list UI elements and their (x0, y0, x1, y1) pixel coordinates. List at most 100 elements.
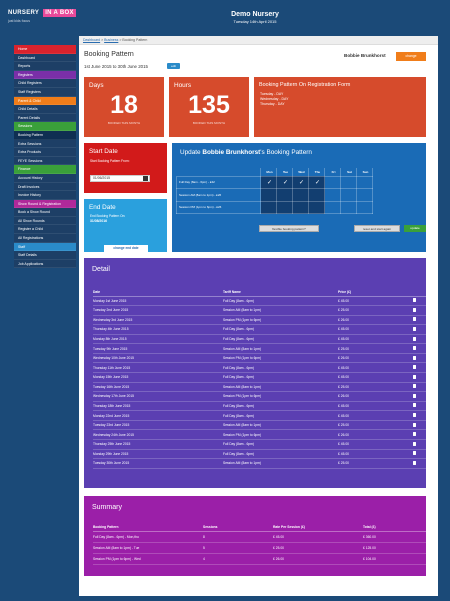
breadcrumb-business[interactable]: Business (104, 38, 119, 42)
days-value: 18 (110, 91, 138, 119)
detail-cell: Monday 15th June 2015 (93, 372, 223, 383)
trash-icon[interactable] (413, 355, 416, 360)
change-child-button[interactable]: change (396, 52, 426, 61)
sidebar-item[interactable]: Finance (14, 165, 76, 174)
reset-button[interactable]: reset and start again (354, 225, 400, 232)
table-row: Wednesday 24th June 2015 Session PM (1pm … (93, 429, 431, 440)
pattern-cell[interactable] (340, 200, 357, 214)
sidebar-item[interactable]: Reports (14, 62, 76, 71)
sidebar-item[interactable]: All Registrations (14, 234, 76, 243)
pattern-cell[interactable]: ✓ (276, 175, 293, 189)
update-button[interactable]: update (404, 225, 426, 232)
pattern-cell[interactable] (356, 188, 373, 202)
pattern-cell[interactable] (356, 200, 373, 214)
sidebar-item[interactable]: Register a Child (14, 225, 76, 235)
trash-icon[interactable] (413, 336, 416, 341)
registration-pattern-title: Booking Pattern On Registration Form (259, 82, 351, 88)
end-date-title: End Date (89, 204, 116, 211)
logout-link[interactable]: Log out (423, 590, 434, 594)
sidebar-item[interactable]: Registers (14, 70, 76, 80)
pattern-cell[interactable]: ✓ (308, 175, 325, 189)
sidebar-item[interactable]: Staff Details (14, 251, 76, 260)
days-tile: Days 18 BOOKED THIS MONTH (84, 77, 164, 137)
pattern-cell[interactable] (324, 175, 341, 189)
sidebar-item[interactable]: Sessions (14, 122, 76, 131)
trash-icon[interactable] (413, 422, 416, 427)
sidebar-item[interactable]: Staff (14, 242, 76, 252)
trash-icon[interactable] (413, 346, 416, 351)
breadcrumb-dashboard[interactable]: Dashboard (83, 38, 101, 42)
sidebar-item[interactable]: Account History (14, 173, 76, 183)
trash-icon[interactable] (413, 365, 416, 370)
trash-icon[interactable] (413, 384, 416, 389)
trash-icon[interactable] (413, 413, 416, 418)
sidebar-item[interactable]: Draft Invoices (14, 182, 76, 192)
pattern-cell[interactable] (308, 188, 325, 202)
sidebar-item[interactable]: Staff Registers (14, 87, 76, 97)
edit-range-button[interactable]: edit (167, 63, 180, 69)
trash-icon[interactable] (413, 441, 416, 446)
sidebar-item[interactable]: Extra Products (14, 148, 76, 157)
trash-icon[interactable] (413, 307, 416, 312)
pattern-cell[interactable]: ✓ (292, 175, 309, 189)
table-row: Thursday 18th June 2015 Full Day (8am - 6… (93, 401, 431, 412)
calendar-icon[interactable] (143, 176, 148, 181)
pattern-cell[interactable] (292, 188, 309, 202)
sidebar-item[interactable]: Book a Show Round (14, 208, 76, 217)
pattern-cell[interactable] (292, 200, 309, 214)
pattern-cell[interactable] (260, 188, 277, 202)
pattern-cell[interactable] (276, 188, 293, 202)
pattern-cell[interactable] (260, 200, 277, 214)
sidebar-item[interactable]: Extra Sessions (14, 139, 76, 149)
sidebar-item[interactable]: Invoice History (14, 191, 76, 200)
logo[interactable]: NURSERY IN A BOX just kids focus (6, 6, 76, 30)
trash-icon[interactable] (413, 374, 416, 379)
hours-subtitle: BOOKED THIS MONTH (192, 121, 226, 125)
pattern-cell[interactable] (324, 188, 341, 202)
pattern-cell[interactable] (324, 200, 341, 214)
start-date-tile: Start Date Start Booking Pattern From: 0… (84, 143, 167, 193)
sidebar-item[interactable]: All Show Rounds (14, 216, 76, 226)
trash-icon[interactable] (413, 432, 416, 437)
table-row: Monday 22nd June 2015 Full Day (8am - 6pm… (93, 410, 431, 421)
admin-link[interactable]: Admin (407, 590, 418, 594)
sidebar-item[interactable]: Parent Details (14, 113, 76, 123)
pattern-cell[interactable] (340, 188, 357, 202)
sidebar-item[interactable]: Home (14, 45, 76, 54)
sidebar-item[interactable]: Job Applications (14, 259, 76, 269)
sidebar-item[interactable]: Child Details (14, 105, 76, 114)
sidebar-item[interactable]: FEYE Sessions (14, 156, 76, 166)
sidebar: Home Dashboard Reports Registers Child Regis… (14, 45, 76, 269)
pattern-cell[interactable] (356, 175, 373, 189)
summary-title: Summary (92, 504, 122, 511)
trash-icon[interactable] (413, 403, 416, 408)
trash-icon[interactable] (413, 460, 416, 465)
hours-title: Hours (174, 82, 192, 89)
pattern-cell[interactable] (276, 200, 293, 214)
detail-cell: Wednesday 17th June 2015 (93, 391, 223, 402)
detail-cell: Session PM (1pm to 6pm) (223, 353, 338, 364)
summary-cell: Session AM (8am to 1pm) - Tue (93, 542, 203, 554)
change-end-date-button[interactable]: change end date (104, 245, 148, 252)
trash-icon[interactable] (413, 298, 416, 303)
table-row: Tuesday 16th June 2015 Session AM (8am to… (93, 382, 431, 393)
sidebar-item[interactable]: Booking Pattern (14, 130, 76, 140)
pattern-cell[interactable] (308, 200, 325, 214)
trash-icon[interactable] (413, 393, 416, 398)
training-videos-link[interactable]: Training Videos (379, 590, 402, 594)
summary-header: Rate Per Session (£) (273, 523, 363, 532)
trash-icon[interactable] (413, 317, 416, 322)
sidebar-item[interactable]: Dashboard (14, 53, 76, 63)
day-header: Thu (308, 168, 325, 177)
pattern-cell[interactable]: ✓ (260, 175, 277, 189)
sidebar-item[interactable]: Parent & Child (14, 96, 76, 106)
pattern-cell[interactable] (340, 175, 357, 189)
start-date-input[interactable]: 01/06/2015 (90, 175, 150, 182)
flexible-pattern-button[interactable]: flexible booking pattern? (259, 225, 319, 232)
trash-icon[interactable] (413, 451, 416, 456)
sidebar-item[interactable]: Show Round & Registration (14, 199, 76, 209)
sidebar-item[interactable]: Child Registers (14, 79, 76, 88)
day-header: Wed (292, 168, 309, 177)
trash-icon[interactable] (413, 326, 416, 331)
detail-header: Tariff Name (223, 288, 338, 297)
